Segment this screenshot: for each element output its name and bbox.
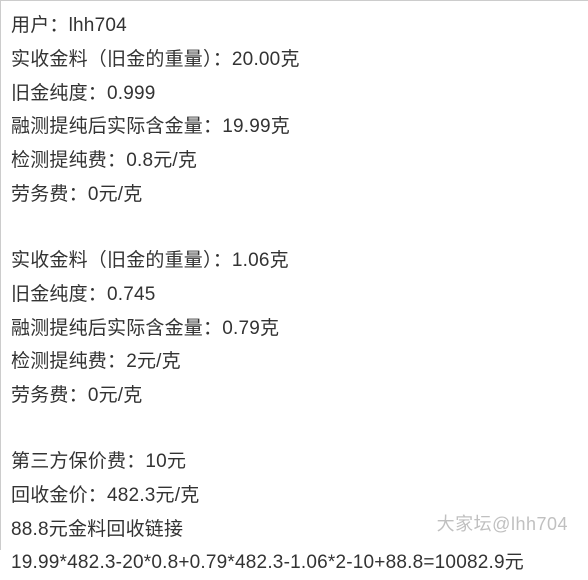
user-value: lhh704 [69, 15, 127, 36]
batch2-laborfee-line: 劳务费：0元/克 [11, 379, 578, 413]
batch2-testfee-line: 检测提纯费：2元/克 [11, 345, 578, 379]
insurance-fee-line: 第三方保价费：10元 [11, 445, 578, 479]
batch1-refined-line: 融测提纯后实际含金量：19.99克 [11, 110, 578, 144]
batch1-purity-label: 旧金纯度： [11, 83, 107, 104]
batch1-testfee-label: 检测提纯费： [11, 150, 126, 171]
batch2-weight-value: 1.06克 [232, 250, 289, 271]
batch2-laborfee-value: 0元/克 [88, 385, 143, 406]
batch1-testfee-value: 0.8元/克 [126, 150, 197, 171]
gold-price-value: 482.3元/克 [107, 485, 199, 506]
batch2-refined-label: 融测提纯后实际含金量： [11, 318, 222, 339]
batch1-purity-line: 旧金纯度：0.999 [11, 77, 578, 111]
recycle-link-text: 88.8元金料回收链接 [11, 519, 183, 540]
recycle-link-line: 88.8元金料回收链接 [11, 513, 578, 547]
spacer-1 [11, 212, 578, 244]
insurance-fee-value: 10元 [145, 451, 186, 472]
batch2-testfee-label: 检测提纯费： [11, 351, 126, 372]
batch1-refined-label: 融测提纯后实际含金量： [11, 116, 222, 137]
batch1-refined-value: 19.99克 [222, 116, 290, 137]
batch1-laborfee-line: 劳务费：0元/克 [11, 178, 578, 212]
batch1-laborfee-label: 劳务费： [11, 184, 88, 205]
batch2-refined-line: 融测提纯后实际含金量：0.79克 [11, 312, 578, 346]
batch2-testfee-value: 2元/克 [126, 351, 181, 372]
batch1-weight-label: 实收金料（旧金的重量）： [11, 49, 232, 70]
batch2-weight-label: 实收金料（旧金的重量）： [11, 250, 232, 271]
insurance-fee-label: 第三方保价费： [11, 451, 145, 472]
formula-line: 19.99*482.3-20*0.8+0.79*482.3-1.06*2-10+… [11, 546, 578, 580]
batch2-weight-line: 实收金料（旧金的重量）：1.06克 [11, 244, 578, 278]
batch2-purity-value: 0.745 [107, 284, 156, 305]
spacer-2 [11, 413, 578, 445]
batch2-block: 实收金料（旧金的重量）：1.06克 旧金纯度：0.745 融测提纯后实际含金量：… [11, 244, 578, 413]
batch2-refined-value: 0.79克 [222, 318, 279, 339]
batch2-purity-line: 旧金纯度：0.745 [11, 278, 578, 312]
batch1-weight-value: 20.00克 [232, 49, 300, 70]
user-block: 用户：lhh704 实收金料（旧金的重量）：20.00克 旧金纯度：0.999 … [11, 9, 578, 212]
batch1-testfee-line: 检测提纯费：0.8元/克 [11, 144, 578, 178]
batch1-purity-value: 0.999 [107, 83, 156, 104]
formula-text: 19.99*482.3-20*0.8+0.79*482.3-1.06*2-10+… [11, 552, 524, 573]
summary-block: 第三方保价费：10元 回收金价：482.3元/克 88.8元金料回收链接 19.… [11, 445, 578, 580]
gold-price-line: 回收金价：482.3元/克 [11, 479, 578, 513]
user-label: 用户： [11, 15, 69, 36]
batch2-laborfee-label: 劳务费： [11, 385, 88, 406]
user-line: 用户：lhh704 [11, 9, 578, 43]
batch1-laborfee-value: 0元/克 [88, 184, 143, 205]
batch1-weight-line: 实收金料（旧金的重量）：20.00克 [11, 43, 578, 77]
batch2-purity-label: 旧金纯度： [11, 284, 107, 305]
gold-price-label: 回收金价： [11, 485, 107, 506]
